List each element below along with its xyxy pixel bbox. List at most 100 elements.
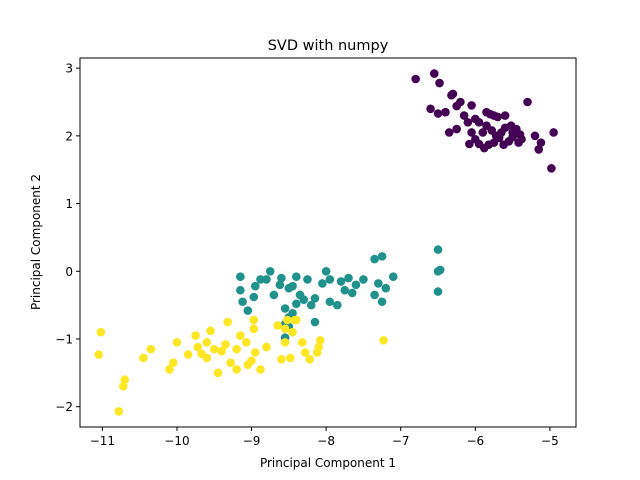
point-s0-43 — [484, 140, 494, 149]
point-s2-44 — [300, 348, 310, 357]
point-s2-39 — [286, 353, 295, 363]
point-s2-45 — [305, 354, 315, 364]
point-s0-50 — [506, 121, 516, 131]
point-s2-36 — [280, 338, 290, 347]
point-s0-49 — [487, 126, 497, 135]
x-axis-title: Principal Component 1 — [260, 456, 396, 470]
point-s0-48 — [547, 164, 556, 173]
point-s1-11 — [359, 275, 368, 284]
point-s1-29 — [299, 295, 309, 305]
point-s1-4 — [377, 252, 387, 261]
point-s1-16 — [347, 288, 357, 298]
point-s1-17 — [333, 300, 342, 310]
point-s1-30 — [284, 283, 294, 293]
point-s2-4 — [114, 407, 124, 416]
point-s2-38 — [283, 315, 292, 325]
point-s1-3 — [433, 287, 443, 296]
point-s2-5 — [139, 353, 148, 363]
point-s0-17 — [500, 111, 510, 120]
x-tick-label: −10 — [164, 434, 189, 448]
point-s2-2 — [120, 375, 130, 384]
point-s2-3 — [118, 382, 128, 391]
point-s0-9 — [441, 107, 450, 117]
point-s1-40 — [256, 275, 265, 284]
point-s2-20 — [221, 340, 230, 349]
point-s0-8 — [452, 101, 461, 111]
point-s0-1 — [411, 74, 420, 84]
point-s2-47 — [314, 342, 323, 352]
point-s0-45 — [536, 138, 546, 147]
point-s2-25 — [236, 331, 245, 340]
point-s0-0 — [429, 69, 439, 78]
point-s2-18 — [213, 368, 223, 378]
point-s1-21 — [310, 294, 320, 303]
point-s2-19 — [217, 346, 227, 356]
point-s1-41 — [250, 281, 260, 291]
point-s0-21 — [463, 118, 473, 127]
point-s2-10 — [183, 350, 193, 359]
y-tick-label: 1 — [65, 197, 73, 211]
point-s0-7 — [467, 101, 476, 110]
point-s2-49 — [379, 336, 388, 345]
point-s1-9 — [370, 290, 379, 300]
x-tick-label: −7 — [392, 434, 410, 448]
point-s2-30 — [249, 315, 259, 325]
point-s1-0 — [433, 245, 443, 254]
x-tick-label: −11 — [90, 434, 115, 448]
point-s1-15 — [340, 285, 350, 295]
point-s0-25 — [478, 128, 488, 137]
point-s1-20 — [318, 279, 327, 288]
x-tick-label: −9 — [243, 434, 261, 448]
point-s1-2 — [435, 265, 445, 275]
point-s2-48 — [315, 336, 325, 345]
point-s0-22 — [444, 128, 454, 137]
point-s2-21 — [223, 317, 232, 327]
point-s2-9 — [172, 338, 182, 347]
point-s0-24 — [467, 128, 476, 137]
x-tick-label: −6 — [466, 434, 484, 448]
point-s1-46 — [243, 306, 253, 315]
point-s1-7 — [374, 279, 383, 288]
chart-title: SVD with numpy — [268, 38, 389, 54]
point-s1-35 — [277, 273, 286, 283]
points-layer — [94, 69, 558, 416]
point-s2-23 — [232, 344, 241, 354]
point-s1-28 — [292, 299, 301, 309]
point-s0-10 — [459, 111, 469, 120]
point-s1-22 — [306, 300, 316, 310]
point-s2-29 — [249, 324, 259, 334]
point-s2-31 — [250, 348, 260, 357]
point-s1-39 — [265, 266, 275, 276]
y-tick-label: 3 — [65, 62, 73, 76]
y-tick-label: −1 — [55, 332, 73, 346]
point-s0-44 — [530, 131, 540, 141]
point-s2-28 — [247, 356, 256, 365]
point-s2-14 — [202, 353, 212, 363]
point-s1-36 — [275, 280, 285, 290]
point-s1-45 — [236, 272, 245, 281]
point-s1-42 — [249, 292, 259, 302]
point-s2-22 — [226, 358, 235, 367]
point-s0-46 — [534, 145, 544, 154]
point-s1-6 — [388, 272, 398, 281]
point-s2-40 — [288, 327, 297, 337]
point-s0-40 — [514, 138, 523, 147]
point-s0-4 — [447, 90, 456, 100]
point-s2-7 — [165, 365, 174, 374]
point-s2-16 — [206, 326, 215, 336]
point-s2-17 — [209, 344, 219, 354]
point-s2-8 — [168, 358, 178, 367]
point-s1-37 — [269, 290, 279, 300]
point-s1-23 — [310, 317, 320, 327]
point-s1-5 — [370, 254, 379, 264]
point-s0-19 — [474, 118, 484, 127]
point-s1-49 — [325, 275, 335, 284]
point-s2-37 — [280, 324, 290, 334]
x-axis: −11 −10 −9 −8 −7 −6 −5 — [90, 427, 559, 448]
plot-frame — [79, 57, 577, 428]
point-s2-1 — [94, 350, 103, 359]
point-s2-0 — [96, 327, 106, 337]
point-s2-15 — [202, 338, 212, 347]
point-s2-33 — [262, 342, 271, 352]
